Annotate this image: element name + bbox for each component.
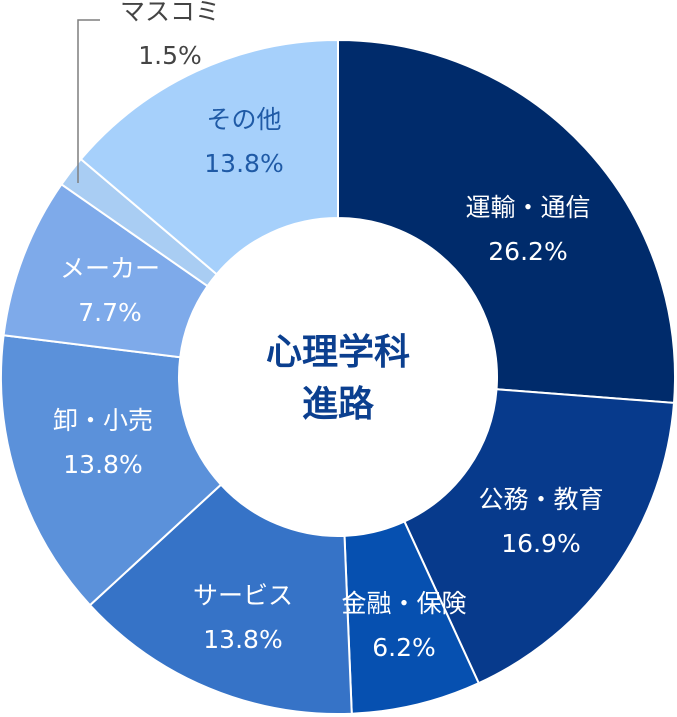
slice-value-1: 16.9% xyxy=(501,529,580,558)
slice-label-5: メーカー xyxy=(60,254,160,283)
slice-label-7: その他 xyxy=(206,105,281,134)
slice-value-6: 1.5% xyxy=(138,41,202,70)
slice-label-4: 卸・小売 xyxy=(53,406,153,435)
slice-value-0: 26.2% xyxy=(488,237,567,266)
slice-0 xyxy=(337,38,676,405)
slice-4 xyxy=(0,334,223,607)
slice-value-5: 7.7% xyxy=(78,298,142,327)
slice-label-2: 金融・保険 xyxy=(341,589,466,618)
slice-value-3: 13.8% xyxy=(203,625,282,654)
slice-value-4: 13.8% xyxy=(63,450,142,479)
slice-label-6: マスコミ xyxy=(120,0,220,26)
slice-label-1: 公務・教育 xyxy=(478,485,603,514)
slice-3 xyxy=(88,483,353,715)
center-title-line-1: 心理学科 xyxy=(266,331,410,373)
slice-value-7: 13.8% xyxy=(204,149,283,178)
slice-label-3: サービス xyxy=(193,581,293,610)
slice-7 xyxy=(79,38,339,276)
slice-label-0: 運輸・通信 xyxy=(465,193,590,222)
leader-line xyxy=(77,19,100,183)
center-layer: 心理学科 進路 xyxy=(266,331,410,425)
labels-layer: 運輸・通信 26.2% 公務・教育 16.9% 金融・保険 6.2% サービス 13.8% 卸・… xyxy=(53,0,604,662)
slice-1 xyxy=(403,388,676,685)
slice-value-2: 6.2% xyxy=(372,633,436,662)
center-title-line-2: 進路 xyxy=(302,384,375,425)
slices-layer xyxy=(0,38,676,715)
